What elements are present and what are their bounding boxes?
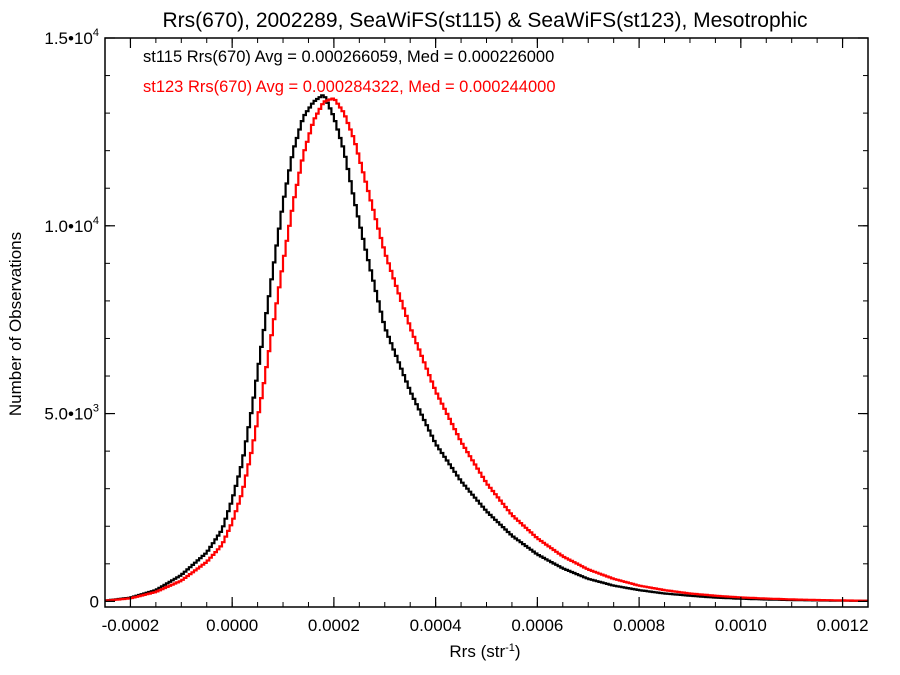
x-tick-label: 0.0004 — [410, 616, 462, 635]
x-tick-label: 0.0006 — [511, 616, 563, 635]
y-tick-label: 5.0•103 — [44, 403, 99, 424]
x-tick-label: 0.0008 — [613, 616, 665, 635]
x-tick-label: 0.0012 — [817, 616, 869, 635]
histogram-series-0 — [105, 94, 868, 602]
y-axis-ticks: 0 5.0•103 1.0•104 1.5•104 — [44, 27, 868, 611]
histogram-series-1 — [105, 97, 868, 602]
y-tick-label: 1.0•104 — [44, 215, 99, 236]
y-tick-label: 0 — [90, 592, 99, 611]
x-tick-label: -0.0002 — [102, 616, 160, 635]
x-tick-label: 0.0010 — [715, 616, 767, 635]
x-tick-label: 0.0002 — [308, 616, 360, 635]
st115-stats-annotation: st115 Rrs(670) Avg = 0.000266059, Med = … — [143, 48, 554, 66]
chart-title: Rrs(670), 2002289, SeaWiFS(st115) & SeaW… — [162, 9, 807, 32]
series-layer — [105, 94, 868, 602]
st123-stats-annotation: st123 Rrs(670) Avg = 0.000284322, Med = … — [143, 78, 556, 96]
plot-frame — [104, 37, 869, 608]
x-tick-label: 0.0000 — [206, 616, 258, 635]
x-axis-ticks: -0.0002 0.0000 0.0002 0.0004 0.0006 0.0008 0.0… — [102, 38, 869, 635]
x-axis-label: Rrs (str-1) — [449, 642, 520, 661]
y-axis-label: Number of Observations — [6, 232, 25, 416]
y-tick-label: 1.5•104 — [44, 27, 99, 48]
